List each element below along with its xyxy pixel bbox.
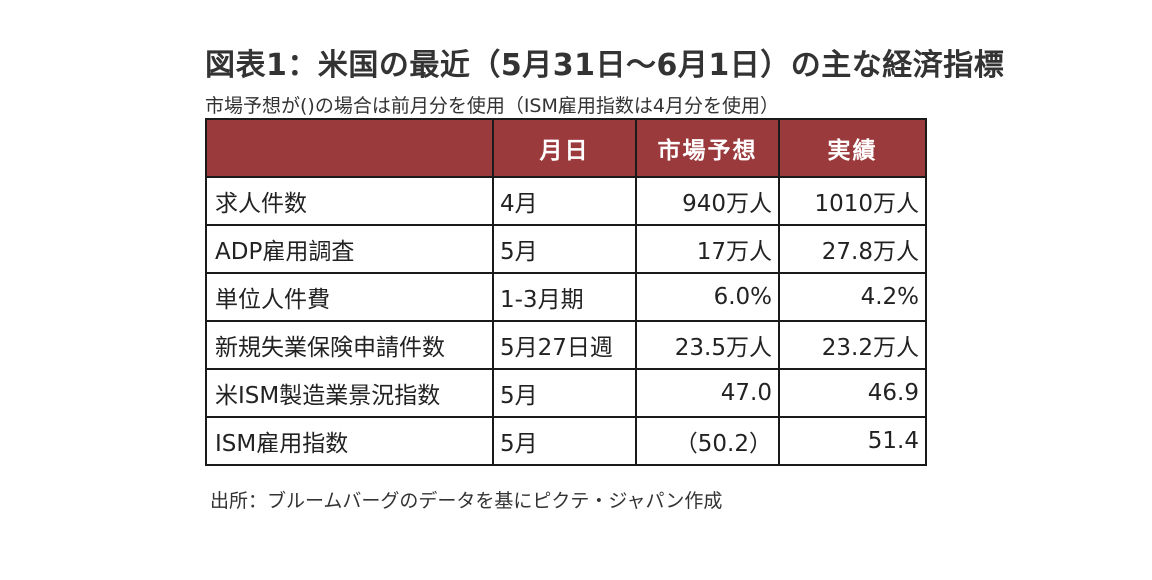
- table-row: 米ISM製造業景況指数 5月 47.0 46.9: [205, 368, 927, 418]
- table-row: 単位人件費 1-3月期 6.0% 4.2%: [205, 272, 927, 322]
- indicator-date: 4月: [492, 176, 637, 226]
- table-header-row: 月日 市場予想 実績: [205, 118, 927, 178]
- indicator-forecast: 17万人: [635, 224, 780, 274]
- indicator-forecast: 940万人: [635, 176, 780, 226]
- indicator-actual: 46.9: [778, 368, 927, 418]
- header-date: 月日: [492, 118, 637, 178]
- indicator-forecast: （50.2）: [635, 416, 780, 466]
- indicator-actual: 51.4: [778, 416, 927, 466]
- indicator-name: 単位人件費: [205, 272, 494, 322]
- indicator-name: 求人件数: [205, 176, 494, 226]
- indicator-date: 5月: [492, 368, 637, 418]
- table-row: 新規失業保険申請件数 5月27日週 23.5万人 23.2万人: [205, 320, 927, 370]
- indicator-forecast: 47.0: [635, 368, 780, 418]
- figure-subtitle: 市場予想が()の場合は前月分を使用（ISM雇用指数は4月分を使用）: [205, 95, 779, 117]
- table-row: ISM雇用指数 5月 （50.2） 51.4: [205, 416, 927, 466]
- indicator-date: 1-3月期: [492, 272, 637, 322]
- indicator-name: ISM雇用指数: [205, 416, 494, 466]
- indicator-name: ADP雇用調査: [205, 224, 494, 274]
- figure-title: 図表1：米国の最近（5月31日～6月1日）の主な経済指標: [205, 48, 1005, 83]
- indicator-actual: 27.8万人: [778, 224, 927, 274]
- header-actual: 実績: [778, 118, 927, 178]
- indicator-actual: 4.2%: [778, 272, 927, 322]
- indicator-name: 新規失業保険申請件数: [205, 320, 494, 370]
- table-row: 求人件数 4月 940万人 1010万人: [205, 176, 927, 226]
- table-row: ADP雇用調査 5月 17万人 27.8万人: [205, 224, 927, 274]
- indicator-date: 5月: [492, 416, 637, 466]
- header-indicator: [205, 118, 494, 178]
- indicator-forecast: 23.5万人: [635, 320, 780, 370]
- indicator-date: 5月: [492, 224, 637, 274]
- header-forecast: 市場予想: [635, 118, 780, 178]
- source-note: 出所：ブルームバーグのデータを基にピクテ・ジャパン作成: [210, 490, 723, 512]
- economic-indicators-table: 月日 市場予想 実績 求人件数 4月 940万人 1010万人 ADP雇用調査 …: [205, 118, 927, 466]
- indicator-name: 米ISM製造業景況指数: [205, 368, 494, 418]
- indicator-actual: 23.2万人: [778, 320, 927, 370]
- indicator-date: 5月27日週: [492, 320, 637, 370]
- indicator-actual: 1010万人: [778, 176, 927, 226]
- indicator-forecast: 6.0%: [635, 272, 780, 322]
